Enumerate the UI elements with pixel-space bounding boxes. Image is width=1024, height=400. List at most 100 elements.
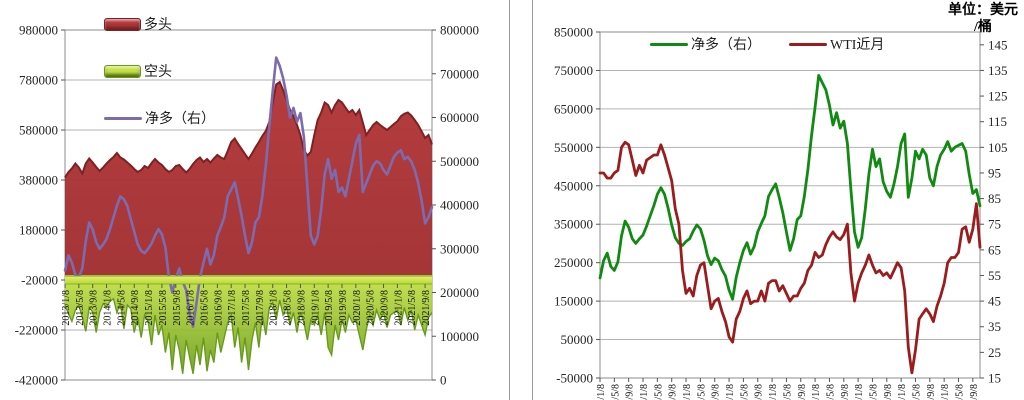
netlong-vs-wti-legend: 净多（右） WTI近月 <box>650 34 884 54</box>
legend-item-wti: WTI近月 <box>789 34 884 54</box>
unit-label: 单位：美元 /桶 <box>948 2 1018 36</box>
x-axis-label: 2019/1/8 <box>310 290 321 326</box>
left-axis-label: -20000 <box>21 273 58 288</box>
right-axis-label: 200000 <box>440 285 479 300</box>
x-axis-label: 2017/1/8 <box>227 290 238 326</box>
left-axis-label: 550000 <box>554 140 593 155</box>
legend-item-netlong-right: 净多（右） <box>650 34 761 54</box>
short-series-label: 空头 <box>144 65 172 80</box>
x-axis-label: 2021/1/8 <box>393 290 404 326</box>
x-axis-label: 2014/9/8 <box>130 290 141 326</box>
right-axis-label: 500000 <box>440 154 479 169</box>
x-axis-label: 2020/5/8 <box>366 290 377 326</box>
x-axis-label: 2020/1/8 <box>352 290 363 326</box>
short-series-key-icon <box>104 64 141 78</box>
x-axis-label: 2016/1/8 <box>186 290 197 326</box>
x-axis-label: 2016/5/8 <box>199 290 210 326</box>
line-series-0 <box>598 74 982 301</box>
area-series-0 <box>65 82 432 275</box>
x-axis-label: 2017/9/8 <box>255 290 266 326</box>
positions-chart: 2013/1/8 2013/5/8 2013/9/8 2014/1/8 2014/5/8… <box>15 14 479 388</box>
positions-chart-legend: 多头 空头 净多（右） <box>104 14 215 128</box>
x-axis-label: 20/9/8 <box>926 384 937 400</box>
right-axis-label: 145 <box>988 37 1008 52</box>
netlong-vs-wti-chart-plot: 13/1/8 13/5/8 13/9/8 14/1/8 14/5/8 14/9/8 15/1… <box>554 25 1008 400</box>
x-axis-label: 2018/9/8 <box>296 290 307 326</box>
x-axis-label: 2015/1/8 <box>144 290 155 326</box>
netlong-series-key-icon <box>104 116 142 120</box>
legend-item-short: 空头 <box>104 61 215 81</box>
zero-baseline-band <box>65 276 432 284</box>
x-axis-label: 15/1/8 <box>682 384 693 400</box>
legend-item-long: 多头 <box>104 14 215 34</box>
x-axis-label: 13/9/8 <box>625 384 636 400</box>
right-axis-label: 125 <box>988 89 1008 104</box>
left-axis-label: 180000 <box>19 223 58 238</box>
right-axis-label: 600000 <box>440 110 479 125</box>
left-axis-label: 50000 <box>561 332 594 347</box>
x-axis-label: 17/9/8 <box>797 384 808 400</box>
right-axis-label: 400000 <box>440 198 479 213</box>
right-axis-label: 300000 <box>440 241 479 256</box>
right-axis-label: 95 <box>988 165 1001 180</box>
x-axis-label: 21/5/8 <box>954 384 965 400</box>
right-axis-label: 25 <box>988 345 1001 360</box>
left-axis-label: 350000 <box>554 217 593 232</box>
x-axis-label: 20/5/8 <box>911 384 922 400</box>
x-axis-label: 19/1/8 <box>854 384 865 400</box>
x-axis-label: 18/1/8 <box>811 384 822 400</box>
x-axis-label: 2013/5/8 <box>75 290 86 326</box>
unit-label-line1: 单位：美元 <box>948 3 1018 18</box>
right-chart-frame-border <box>532 0 533 400</box>
x-axis-label: 2020/9/8 <box>380 290 391 326</box>
x-axis-label: 16/1/8 <box>725 384 736 400</box>
positions-chart-plot: 2013/1/8 2013/5/8 2013/9/8 2014/1/8 2014/5/8… <box>15 23 479 388</box>
line-series-1 <box>598 140 982 375</box>
x-axis-label: 15/5/8 <box>696 384 707 400</box>
x-axis-label: 13/5/8 <box>610 384 621 400</box>
x-axis-label: 2016/9/8 <box>213 290 224 326</box>
left-axis-label: -220000 <box>15 323 58 338</box>
left-axis-label: 980000 <box>19 23 58 38</box>
right-axis-label: 55 <box>988 268 1001 283</box>
x-axis-label: 18/5/8 <box>825 384 836 400</box>
right-axis-label: 0 <box>440 373 447 388</box>
x-axis-label: 2017/5/8 <box>241 290 252 326</box>
left-axis-label: 250000 <box>554 255 593 270</box>
right-axis-label: 75 <box>988 217 1001 232</box>
x-axis-label: 20/1/8 <box>897 384 908 400</box>
x-axis-label: 17/5/8 <box>782 384 793 400</box>
x-axis-label: 2021/5/8 <box>407 290 418 326</box>
x-axis-label: 14/5/8 <box>653 384 664 400</box>
netlong-vs-wti-chart: 13/1/8 13/5/8 13/9/8 14/1/8 14/5/8 14/9/8 15/1… <box>522 0 1024 400</box>
long-series-key-icon <box>104 17 141 31</box>
wti-line-key-icon <box>789 42 827 46</box>
area-series-1 <box>65 275 432 374</box>
left-axis-label: 380000 <box>19 173 58 188</box>
right-axis-label: 800000 <box>440 23 479 38</box>
right-axis-label: 100000 <box>440 329 479 344</box>
area-ridge-1 <box>64 297 433 374</box>
x-axis-label: 19/5/8 <box>868 384 879 400</box>
legend-item-netlong: 净多（右） <box>104 108 215 128</box>
wti-line-label: WTI近月 <box>830 38 885 53</box>
x-axis-label: 16/5/8 <box>739 384 750 400</box>
left-chart-frame-border <box>509 0 510 400</box>
left-axis-label: 750000 <box>554 63 593 78</box>
right-axis-label: 105 <box>988 140 1008 155</box>
x-axis-label: 2015/5/8 <box>158 290 169 326</box>
x-axis-label: 13/1/8 <box>596 384 607 400</box>
right-axis-label: 65 <box>988 242 1001 257</box>
left-axis-label: 450000 <box>554 178 593 193</box>
area-ridge-0 <box>64 80 433 179</box>
x-axis-label: 17/1/8 <box>768 384 779 400</box>
right-axis-label: 700000 <box>440 66 479 81</box>
x-axis-label: 2015/9/8 <box>172 290 183 326</box>
right-axis-label: 35 <box>988 319 1001 334</box>
left-axis-label: 150000 <box>554 294 593 309</box>
long-series-label: 多头 <box>144 18 172 33</box>
x-axis-label: 21/9/8 <box>969 384 980 400</box>
x-axis-label: 2019/9/8 <box>338 290 349 326</box>
left-axis-label: -50000 <box>556 371 593 386</box>
